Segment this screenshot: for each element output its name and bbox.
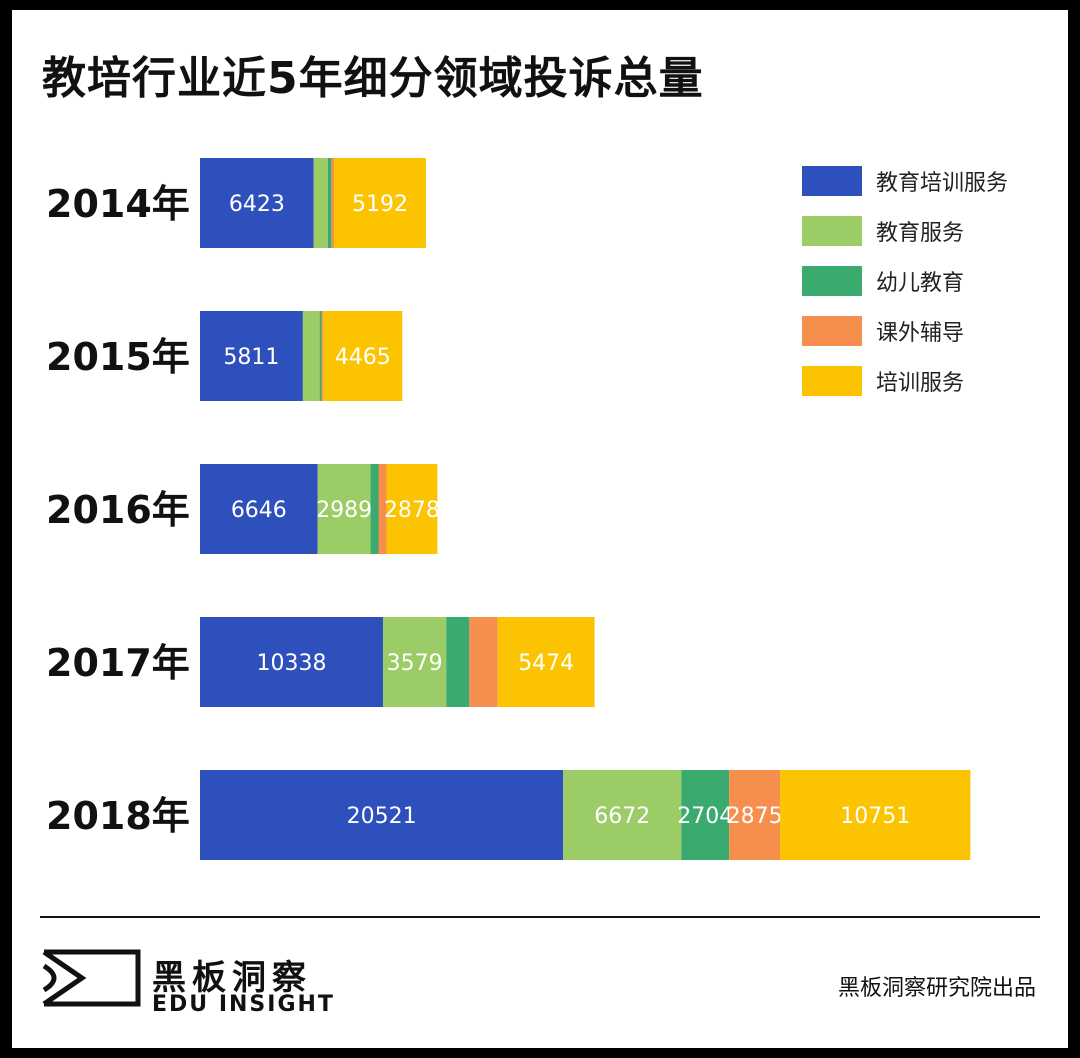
bar-value-label: 5192	[352, 192, 408, 217]
bar-value-label: 2878	[384, 498, 440, 523]
bar-value-label: 2989	[316, 498, 372, 523]
bar-value-label: 3579	[387, 651, 443, 676]
legend-swatch	[802, 216, 862, 246]
bar-segment	[317, 464, 371, 554]
category-label: 2014年	[46, 182, 190, 226]
chart-frame: 教培行业近5年细分领域投诉总量 2014年 6423 5192 2015年 5811 44…	[12, 10, 1068, 1048]
bar-segment	[378, 464, 387, 554]
bar-segment	[469, 617, 498, 707]
legend-swatch	[802, 166, 862, 196]
bar-segment	[331, 158, 335, 248]
bar-value-label: 20521	[347, 804, 417, 829]
legend-swatch	[802, 316, 862, 346]
bar-segment	[729, 770, 781, 860]
credit-text: 黑板洞察研究院出品	[837, 976, 1036, 1001]
bar-segment	[497, 617, 595, 707]
bar-value-label: 5811	[223, 345, 279, 370]
legend-swatch	[802, 366, 862, 396]
legend-label: 课外辅导	[876, 321, 965, 346]
legend-label: 教育培训服务	[876, 171, 1009, 196]
legend-item: 培训服务	[802, 356, 1008, 406]
bar-value-label: 10338	[256, 651, 326, 676]
bar-value-label: 4465	[335, 345, 391, 370]
bar-segment	[321, 311, 324, 401]
legend-item: 幼儿教育	[802, 256, 1008, 306]
legend-label: 教育服务	[876, 221, 965, 246]
legend-item: 教育培训服务	[802, 156, 1008, 206]
bar-group: 2017年 10338 3579 5474	[46, 617, 595, 707]
bar-segment	[780, 770, 971, 860]
bar-segment	[334, 158, 426, 248]
bar-group: 2016年 6646 2989 2878	[46, 464, 440, 554]
legend-item: 课外辅导	[802, 306, 1008, 356]
bar-segment	[681, 770, 730, 860]
bar-value-label: 6672	[594, 804, 650, 829]
bar-segment	[370, 464, 379, 554]
bar-segment	[446, 617, 470, 707]
bar-group: 2014年 6423 5192	[46, 158, 426, 248]
legend-label: 幼儿教育	[876, 271, 965, 296]
bar-segment	[200, 617, 383, 707]
brand-name-cn: 黑板洞察	[152, 958, 312, 998]
legend-item: 教育服务	[802, 206, 1008, 256]
bar-value-label: 6646	[231, 498, 287, 523]
bar-value-label: 5474	[518, 651, 574, 676]
bar-segment	[200, 770, 564, 860]
bar-segment	[302, 311, 320, 401]
bar-segment	[200, 464, 318, 554]
chart-title: 教培行业近5年细分领域投诉总量	[42, 53, 704, 104]
category-label: 2017年	[46, 641, 190, 685]
bar-segment	[200, 311, 303, 401]
bar-segment	[319, 311, 322, 401]
bar-segment	[386, 464, 438, 554]
bar-segment	[327, 158, 332, 248]
edu-insight-logo-icon	[42, 949, 141, 1007]
legend-swatch	[802, 266, 862, 296]
legend-label: 培训服务	[876, 371, 965, 396]
footer-divider	[40, 916, 1040, 918]
category-label: 2016年	[46, 488, 190, 532]
bar-value-label: 6423	[229, 192, 285, 217]
category-label: 2015年	[46, 335, 190, 379]
brand-name-en: EDU INSIGHT	[152, 992, 335, 1017]
bar-segment	[200, 158, 314, 248]
bar-segment	[313, 158, 328, 248]
bar-group: 2015年 5811 4465	[46, 311, 403, 401]
bar-segment	[563, 770, 682, 860]
bar-value-label: 10751	[840, 804, 910, 829]
bar-value-label: 2875	[727, 804, 783, 829]
category-label: 2018年	[46, 794, 190, 838]
bar-segment	[382, 617, 447, 707]
bar-segment	[323, 311, 403, 401]
bar-value-label: 2704	[677, 804, 733, 829]
chart-legend: 教育培训服务 教育服务幼儿教育课外辅导培训服务	[802, 156, 1008, 406]
